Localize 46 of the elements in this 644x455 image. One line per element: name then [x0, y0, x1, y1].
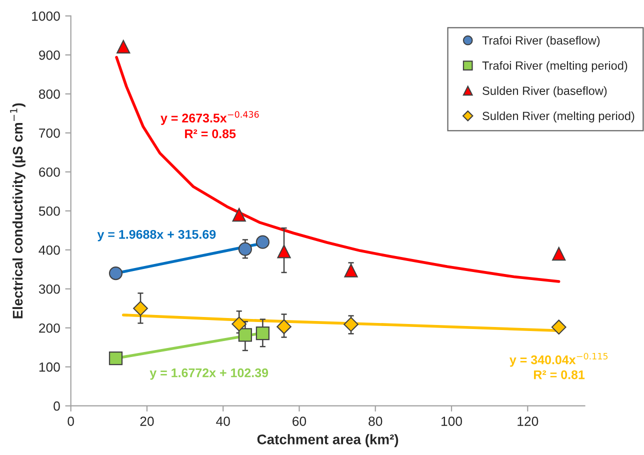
y-tick-label: 1000 — [32, 11, 60, 21]
y-tick-label: 100 — [39, 362, 60, 372]
annotation: R² = 0.81 — [534, 370, 585, 380]
point — [552, 246, 566, 261]
x-tick-label: 20 — [140, 416, 154, 426]
x-tick-label: 80 — [368, 416, 382, 426]
y-tick-label: 300 — [38, 284, 60, 294]
point — [256, 235, 270, 249]
point — [238, 328, 252, 342]
y-tick-label: 600 — [39, 167, 60, 177]
point — [108, 266, 123, 280]
x-tick-label: 0 — [68, 416, 74, 426]
x-tick-label: 60 — [292, 416, 306, 426]
y-tick-label: 0 — [54, 401, 60, 411]
annotation: R² = 0.85 — [185, 129, 236, 138]
point — [344, 316, 358, 332]
y-tick-label: 900 — [39, 50, 60, 60]
x-tick-label: 120 — [518, 416, 538, 426]
annotation: y = 1.6772x + 102.39 — [150, 368, 268, 380]
legend-label: Sulden River (baseflow) — [482, 86, 607, 98]
y-tick-label: 700 — [39, 128, 60, 138]
y-tick-label: 200 — [39, 323, 60, 333]
point — [276, 319, 292, 334]
x-tick-label: 40 — [216, 416, 230, 426]
point — [232, 316, 247, 332]
point — [344, 264, 358, 278]
point — [551, 320, 566, 335]
point — [256, 326, 270, 340]
point — [232, 208, 246, 222]
y-axis-title: Electrical conductivity (µS cm$^{−1}$) — [10, 103, 26, 318]
y-tick-label: 800 — [38, 89, 60, 99]
point — [116, 40, 130, 54]
annotation: y = 340.04x$^{−0.115}$ — [510, 352, 608, 367]
legend-label: Trafoi River (baseflow) — [482, 36, 600, 47]
point — [238, 242, 252, 256]
legend-label: Sulden River (melting period) — [482, 111, 634, 122]
point — [108, 351, 123, 366]
legend-label: Trafoi River (melting period) — [482, 61, 628, 72]
point — [277, 244, 291, 258]
x-axis-title: Catchment area (km²) — [257, 434, 398, 448]
point — [133, 300, 148, 316]
y-tick-label: 500 — [38, 206, 60, 216]
y-tick-label: 400 — [38, 245, 60, 255]
x-tick-label: 100 — [442, 416, 462, 426]
annotation: y = 2673.5x$^{−0.436}$ — [160, 111, 259, 125]
annotation: y = 1.9688x + 315.69 — [97, 230, 216, 242]
